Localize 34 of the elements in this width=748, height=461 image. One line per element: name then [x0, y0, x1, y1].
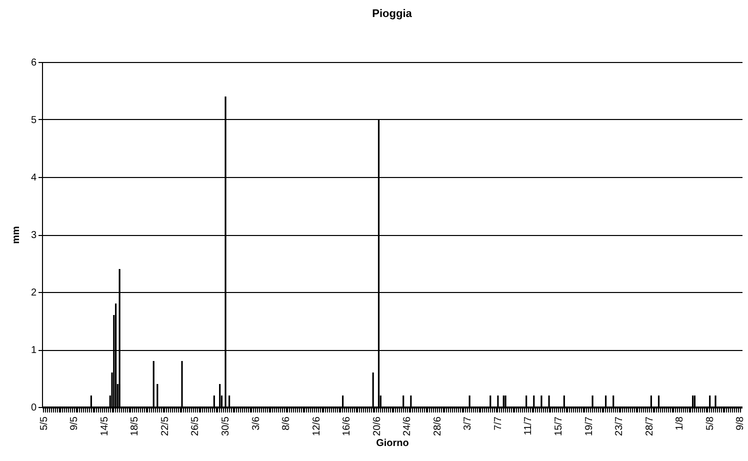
- x-tick-label: 24/6: [402, 416, 414, 436]
- x-tick-label: 28/6: [432, 416, 444, 436]
- x-tick-label: 23/7: [614, 416, 626, 436]
- x-tick-label: 9/5: [69, 416, 80, 430]
- y-tick-label: 5: [30, 115, 37, 126]
- x-tick-label: 30/5: [220, 416, 232, 436]
- y-tick-label: 1: [30, 345, 37, 356]
- x-tick-label: 16/6: [342, 416, 353, 436]
- x-tick-label: 12/6: [311, 416, 322, 436]
- y-tick-label: 0: [30, 402, 37, 414]
- x-tick-label: 28/7: [644, 416, 656, 436]
- x-tick-label: 7/7: [492, 416, 504, 430]
- x-tick-label: 3/6: [250, 416, 262, 430]
- x-tick-label: 9/8: [735, 416, 746, 430]
- x-tick-label: 5/8: [704, 416, 716, 430]
- y-tick-label: 2: [30, 288, 37, 298]
- x-axis-title: Giorno: [376, 438, 409, 449]
- x-tick-label: 20/6: [372, 416, 383, 436]
- x-tick-label: 15/7: [553, 416, 564, 436]
- y-tick-label: 3: [30, 230, 37, 241]
- y-tick-label: 6: [30, 58, 37, 68]
- x-tick-label: 26/5: [190, 416, 202, 436]
- y-tick-label: 4: [30, 172, 37, 184]
- x-tick-label: 22/5: [160, 416, 171, 436]
- x-tick-label: 19/7: [584, 416, 595, 436]
- x-tick-label: 18/5: [130, 416, 141, 436]
- x-tick-label: 14/5: [99, 416, 110, 436]
- x-tick-label: 8/6: [281, 416, 292, 430]
- y-axis-title: mm: [10, 226, 22, 244]
- chart-title: Pioggia: [372, 8, 413, 20]
- x-tick-label: 1/8: [674, 416, 686, 430]
- x-tick-label: 11/7: [523, 416, 534, 436]
- x-tick-label: 5/5: [38, 416, 50, 430]
- x-tick-label: 3/7: [462, 416, 474, 430]
